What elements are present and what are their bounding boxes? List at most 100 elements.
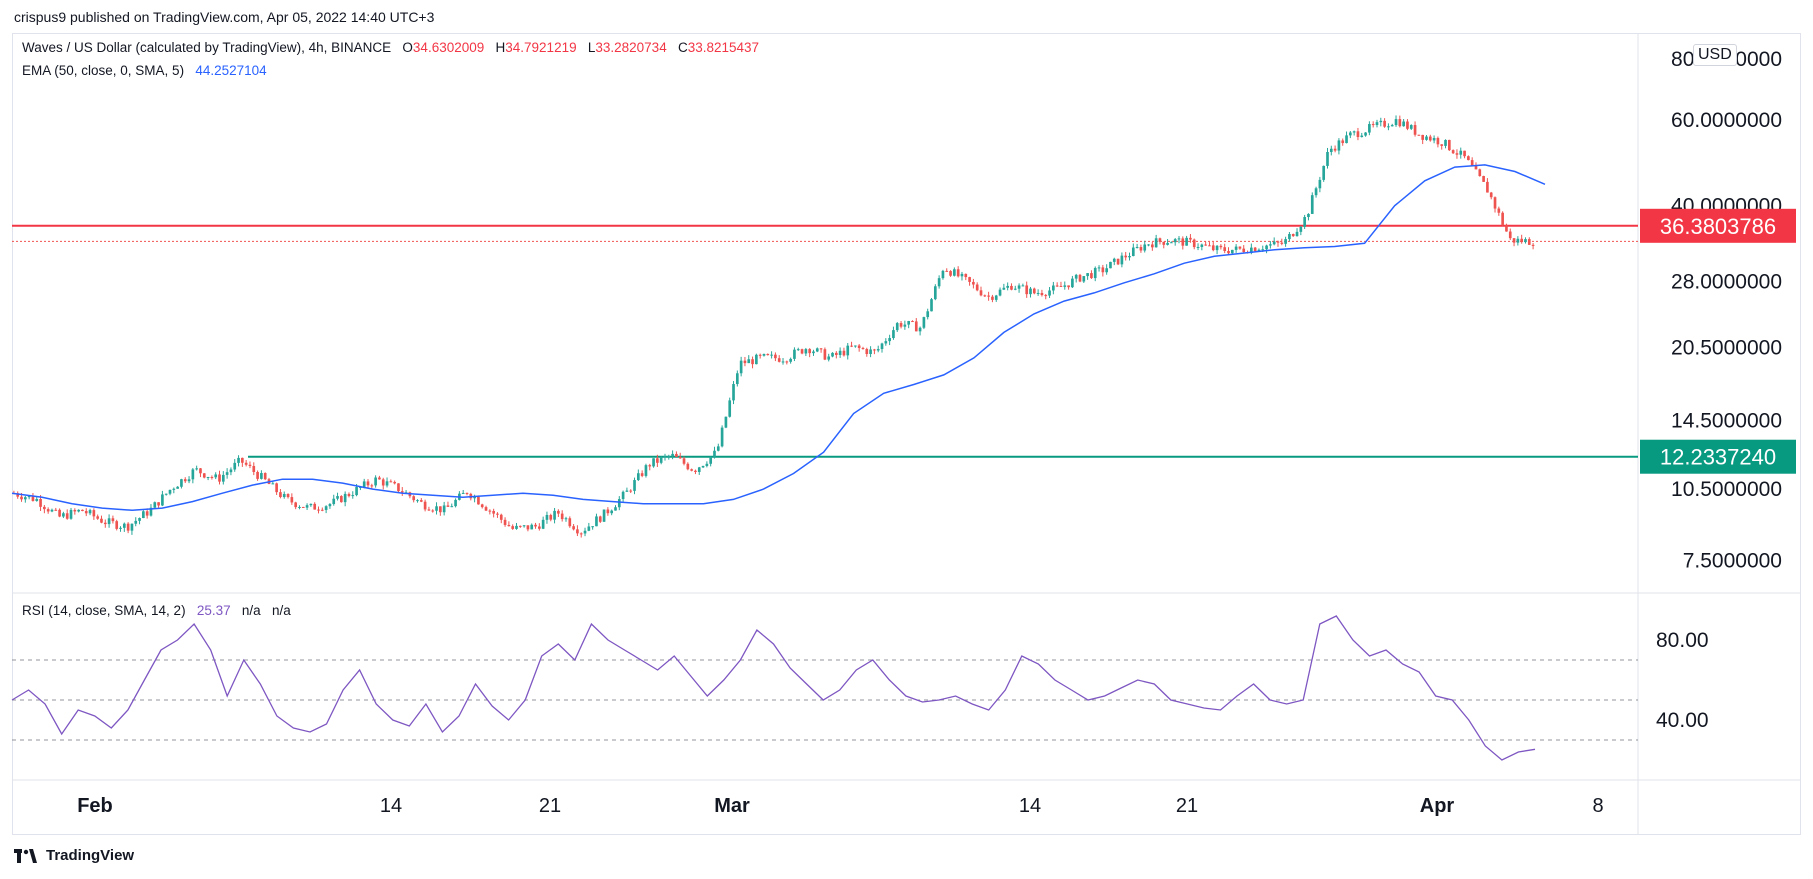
- candle-body: [286, 494, 290, 498]
- candle-body: [888, 338, 891, 342]
- rsi-legend[interactable]: RSI (14, close, SMA, 14, 2) 25.37 n/a n/…: [22, 603, 291, 618]
- candle-body: [903, 324, 907, 327]
- candle-body: [397, 483, 400, 492]
- candle-body: [1299, 226, 1303, 232]
- candle-body: [659, 457, 663, 463]
- footer-brand[interactable]: TradingView: [14, 847, 134, 864]
- candle-body: [1021, 285, 1025, 287]
- candle-body: [865, 349, 869, 355]
- candle-body: [1162, 241, 1166, 245]
- candle-body: [1250, 247, 1253, 254]
- candle-body: [534, 524, 537, 527]
- candle-body: [827, 356, 831, 360]
- candle-body: [1451, 150, 1455, 154]
- candle-body: [1425, 136, 1428, 140]
- candle-body: [229, 469, 233, 473]
- candle-body: [1147, 244, 1150, 246]
- candle-body: [960, 273, 964, 277]
- candle-body: [130, 523, 134, 531]
- candle-body: [1421, 134, 1425, 140]
- time-tick-label: 21: [539, 795, 561, 817]
- candle-body: [1196, 246, 1200, 248]
- candle-body: [876, 349, 880, 351]
- candle-body: [336, 496, 339, 499]
- currency-button[interactable]: USD: [1693, 44, 1737, 66]
- candle-body: [1139, 247, 1143, 251]
- candle-body: [998, 289, 1002, 296]
- candle-body: [1044, 295, 1048, 297]
- candle-body: [1314, 188, 1318, 196]
- low-value: 33.2820734: [595, 40, 667, 55]
- candle-body: [663, 456, 667, 458]
- candle-body: [1124, 255, 1128, 258]
- candle-body: [77, 509, 80, 512]
- candle-body: [968, 277, 971, 282]
- time-tick-label: 21: [1176, 795, 1198, 817]
- candle-body: [694, 470, 697, 472]
- candle-body: [263, 473, 267, 480]
- ema-legend[interactable]: EMA (50, close, 0, SMA, 5) 44.2527104: [22, 63, 267, 78]
- candle-body: [1379, 120, 1383, 123]
- candle-body: [755, 354, 758, 365]
- high-label: H: [495, 40, 506, 55]
- candle-body: [480, 504, 484, 508]
- candle-body: [473, 496, 476, 499]
- close-label: C: [677, 40, 688, 55]
- candle-body: [652, 458, 655, 467]
- candle-body: [1326, 152, 1329, 166]
- ema-value: 44.2527104: [195, 63, 267, 78]
- candle-body: [317, 509, 320, 511]
- candle-body: [549, 515, 553, 520]
- candle-body: [972, 281, 975, 285]
- candle-body: [111, 518, 115, 522]
- candle-body: [1417, 134, 1421, 136]
- candle-body: [389, 481, 393, 483]
- candle-body: [713, 450, 716, 457]
- candle-body: [1234, 246, 1238, 250]
- candle-body: [50, 509, 54, 512]
- candle-body: [496, 513, 499, 515]
- candle-body: [1120, 255, 1124, 265]
- candle-body: [1436, 137, 1440, 145]
- publisher-caption: crispus9 published on TradingView.com, A…: [14, 9, 435, 25]
- candle-body: [454, 499, 457, 507]
- candle-body: [484, 507, 488, 511]
- candle-body: [1185, 237, 1188, 246]
- symbol-title[interactable]: Waves / US Dollar (calculated by Trading…: [22, 40, 392, 55]
- candle-body: [1154, 238, 1158, 248]
- candle-body: [1512, 238, 1516, 243]
- candle-body: [880, 343, 884, 350]
- candle-body: [701, 465, 705, 468]
- candle-body: [1390, 125, 1394, 127]
- candle-body: [1048, 290, 1051, 296]
- candle-body: [579, 533, 583, 535]
- candle-body: [1505, 224, 1508, 232]
- candle-body: [1192, 239, 1196, 248]
- candle-body: [1116, 258, 1120, 265]
- candle-body: [785, 361, 789, 363]
- candle-body: [461, 492, 465, 494]
- open-label: O: [402, 40, 413, 55]
- candle-body: [926, 311, 930, 318]
- rsi-label: RSI (14, close, SMA, 14, 2): [22, 603, 186, 618]
- candle-body: [1413, 125, 1417, 135]
- candle-body: [187, 479, 191, 482]
- candle-body: [347, 493, 351, 497]
- candle-body: [1406, 121, 1409, 129]
- candle-body: [145, 511, 149, 516]
- candle-body: [218, 474, 221, 482]
- candle-body: [1409, 125, 1413, 129]
- candle-body: [686, 463, 690, 470]
- candle-body: [598, 516, 602, 522]
- candle-body: [1383, 120, 1386, 127]
- candle-body: [538, 526, 541, 529]
- candle-body: [416, 500, 419, 502]
- candle-body: [823, 349, 827, 360]
- candle-body: [142, 511, 145, 519]
- candle-body: [644, 465, 648, 476]
- candle-body: [1345, 135, 1348, 144]
- price-tick-label: 20.5000000: [1671, 336, 1782, 359]
- candle-body: [46, 509, 50, 512]
- candle-body: [362, 481, 366, 487]
- candle-body: [518, 525, 522, 527]
